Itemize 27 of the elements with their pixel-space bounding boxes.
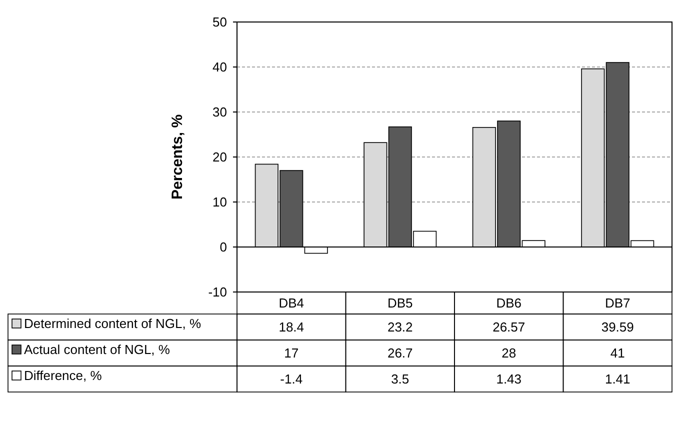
x-tick-label: DB6	[496, 296, 522, 311]
data-label: 41	[610, 346, 625, 361]
legend-label: Actual content of NGL, %	[24, 342, 170, 357]
data-label: 28	[502, 346, 516, 361]
legend-label: Determined content of NGL, %	[24, 316, 202, 331]
data-label: 1.43	[496, 372, 522, 387]
data-label: 17	[284, 346, 299, 361]
y-tick-label: 50	[212, 14, 227, 30]
y-tick-label: 10	[212, 194, 227, 210]
x-tick-label: DB7	[604, 296, 630, 311]
y-tick-label: -10	[208, 284, 227, 300]
data-label: -1.4	[280, 372, 303, 387]
data-label: 26.57	[492, 320, 526, 335]
data-label: 3.5	[391, 372, 410, 387]
y-tick-label: 40	[212, 60, 227, 75]
data-label: 23.2	[387, 320, 413, 335]
x-tick-label: DB4	[278, 296, 304, 311]
data-label: 18.4	[278, 320, 304, 335]
y-axis-title: Percents, %	[169, 114, 186, 200]
y-tick-label: 30	[212, 104, 227, 120]
x-tick-label: DB5	[387, 296, 413, 311]
legend-label: Difference, %	[24, 368, 102, 383]
data-label: 26.7	[387, 346, 413, 361]
y-tick-label: 0	[220, 240, 227, 255]
data-label: 1.41	[604, 372, 630, 387]
y-tick-label: 20	[212, 150, 227, 165]
data-label: 39.59	[601, 320, 634, 335]
